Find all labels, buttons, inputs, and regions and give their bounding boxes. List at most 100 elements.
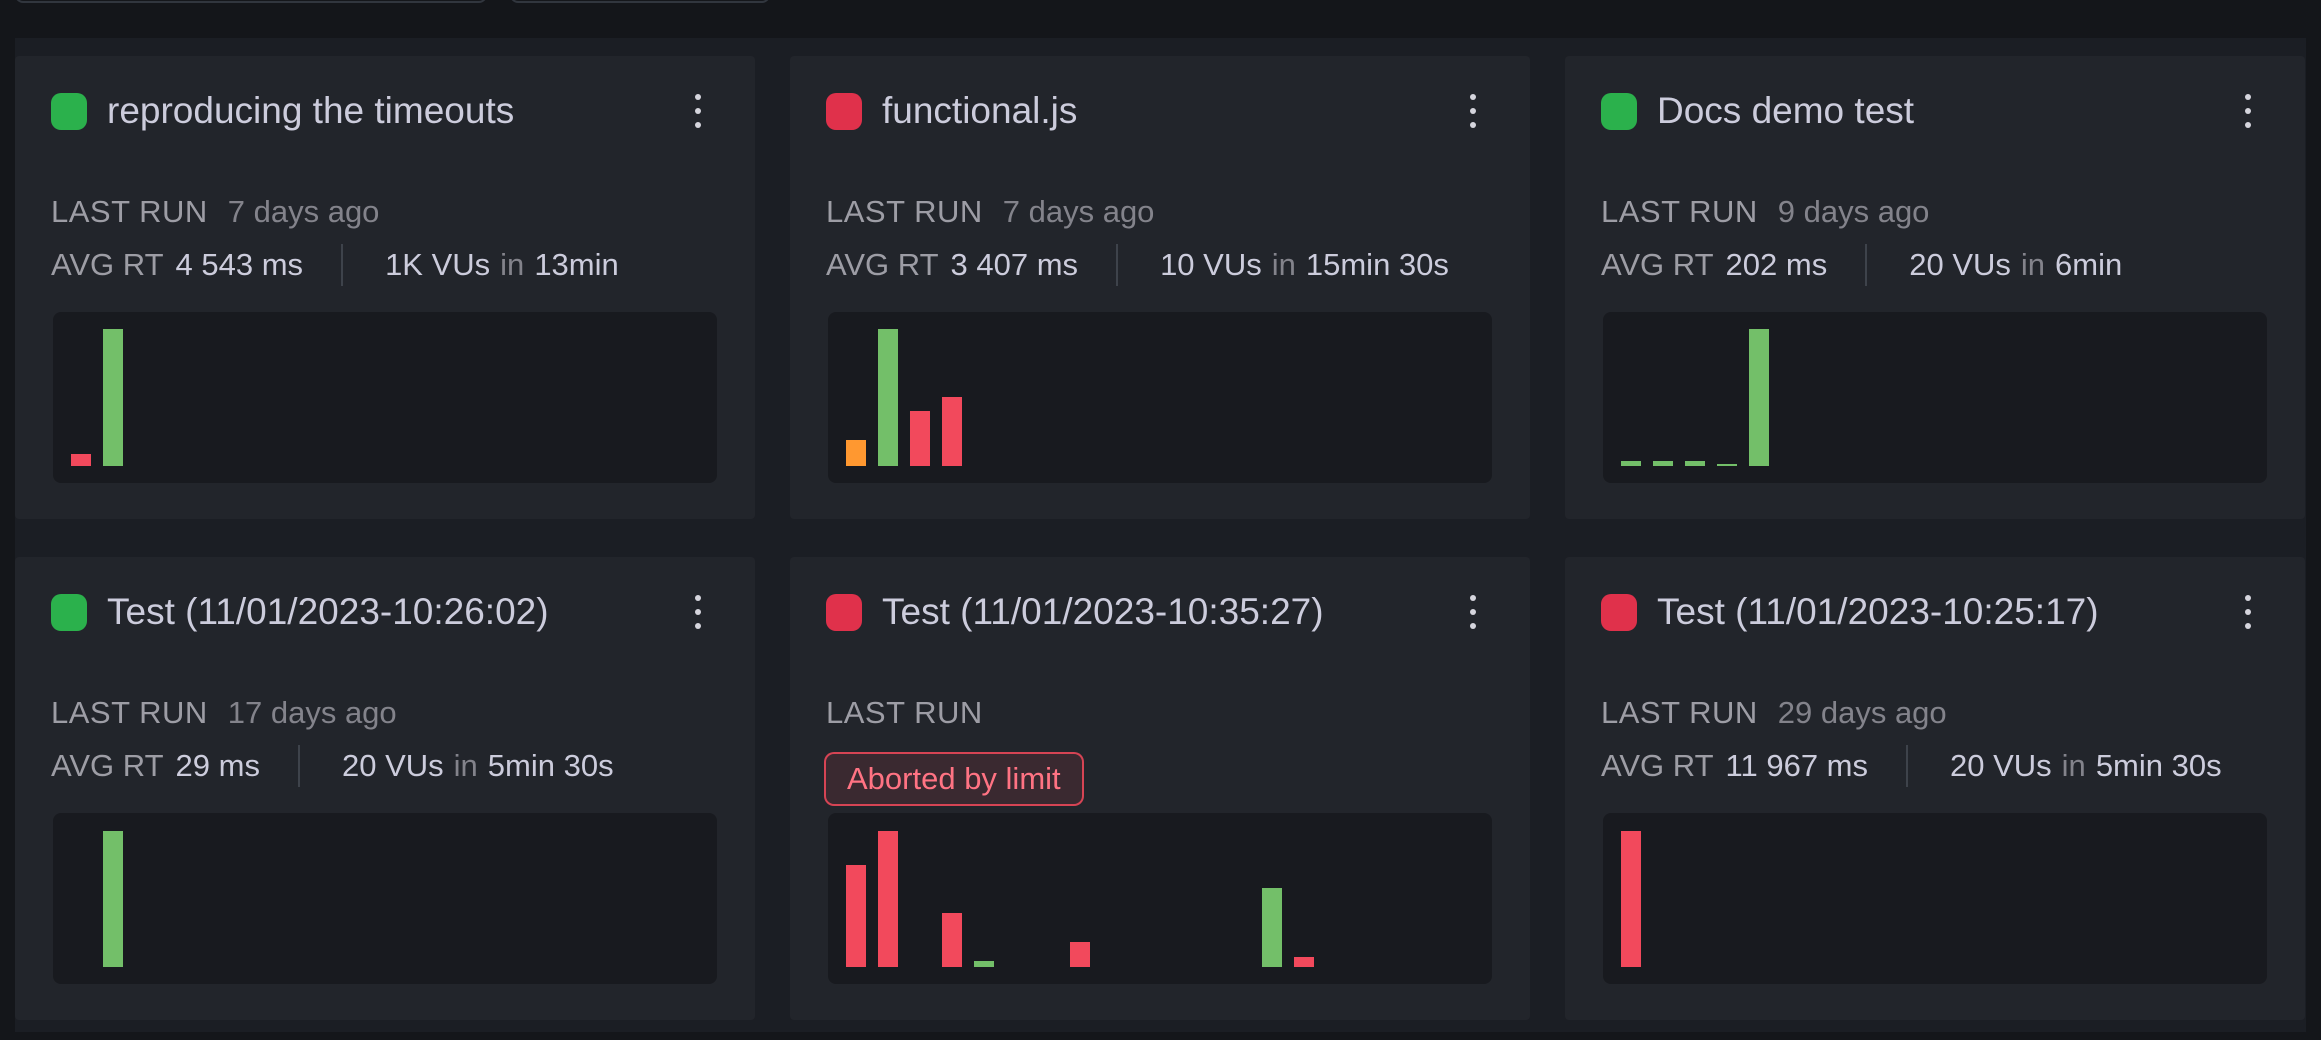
in-label: in — [2061, 748, 2086, 783]
chart-bar — [878, 329, 898, 466]
kebab-menu-icon[interactable] — [2235, 591, 2261, 633]
in-label: in — [2020, 247, 2046, 282]
vus-value: 1K VUs — [385, 247, 491, 282]
test-card[interactable]: functional.js LAST RUN 7 days ago AVG RT… — [790, 56, 1530, 519]
duration-value: 6min — [2055, 247, 2123, 282]
test-title: functional.js — [882, 90, 1078, 131]
kebab-menu-icon[interactable] — [1460, 90, 1486, 132]
test-card[interactable]: reproducing the timeouts LAST RUN 7 days… — [15, 56, 755, 519]
aborted-by-limit-badge: Aborted by limit — [824, 752, 1084, 806]
avg-rt-label: AVG RT — [1601, 247, 1714, 282]
chart-bar — [910, 411, 930, 466]
avg-rt-label: AVG RT — [826, 247, 939, 282]
in-label: in — [500, 247, 525, 282]
test-title: Docs demo test — [1657, 90, 1915, 131]
last-run-value: 7 days ago — [227, 194, 380, 229]
avg-rt-value: 4 543 ms — [175, 247, 304, 282]
last-run-row: LAST RUN 7 days ago — [826, 194, 1154, 230]
avg-rt-label: AVG RT — [51, 748, 164, 783]
sparkline-bar-chart — [53, 312, 717, 483]
last-run-value: 9 days ago — [1777, 194, 1930, 229]
chart-bar — [846, 865, 866, 967]
chart-bar — [942, 397, 962, 466]
chart-bar — [1262, 888, 1282, 967]
avg-rt-label: AVG RT — [51, 247, 164, 282]
avg-rt-value: 29 ms — [175, 748, 260, 783]
status-indicator — [51, 593, 87, 631]
test-card-grid: reproducing the timeouts LAST RUN 7 days… — [15, 38, 2306, 1020]
chart-bar — [942, 913, 962, 967]
last-run-label: LAST RUN — [1601, 695, 1758, 730]
test-card[interactable]: Test (11/01/2023-10:25:17) LAST RUN 29 d… — [1565, 557, 2305, 1020]
sparkline-bar-chart — [828, 312, 1492, 483]
test-card[interactable]: Test (11/01/2023-10:35:27) LAST RUN Abor… — [790, 557, 1530, 1020]
stats-divider — [1865, 244, 1868, 286]
avg-rt-value: 3 407 ms — [950, 247, 1079, 282]
chart-bar — [1621, 831, 1641, 967]
stats-divider — [297, 745, 300, 787]
status-indicator — [51, 92, 87, 130]
chart-bar — [974, 961, 994, 967]
test-card[interactable]: Docs demo test LAST RUN 9 days ago AVG R… — [1565, 56, 2305, 519]
status-indicator — [826, 593, 862, 631]
last-run-row: LAST RUN 29 days ago — [1601, 695, 1947, 731]
chart-bar — [1621, 461, 1641, 466]
duration-value: 13min — [534, 247, 619, 282]
chart-bar — [1070, 942, 1090, 967]
chart-bar — [1653, 461, 1673, 466]
last-run-row: LAST RUN 17 days ago — [51, 695, 397, 731]
chart-bar — [878, 831, 898, 967]
kebab-menu-icon[interactable] — [685, 591, 711, 633]
stats-row: AVG RT 202 ms 20 VUs in 6min — [1601, 244, 2122, 286]
sparkline-bar-chart — [53, 813, 717, 984]
stats-divider — [1906, 745, 1908, 787]
test-title: Test (11/01/2023-10:35:27) — [882, 591, 1324, 632]
chart-bar — [103, 329, 123, 466]
last-run-value: 29 days ago — [1777, 695, 1947, 730]
card-header: functional.js — [826, 90, 1494, 132]
kebab-menu-icon[interactable] — [685, 90, 711, 132]
chart-bar — [103, 831, 123, 967]
status-indicator — [1601, 92, 1637, 130]
sparkline-bar-chart — [828, 813, 1492, 984]
sparkline-bar-chart — [1603, 312, 2267, 483]
chart-bar — [1717, 464, 1737, 466]
filter-control-clipped-right[interactable] — [510, 0, 770, 3]
test-title: Test (11/01/2023-10:25:17) — [1657, 591, 2099, 632]
stats-row: AVG RT 4 543 ms 1K VUs in 13min — [51, 244, 619, 286]
last-run-label: LAST RUN — [1601, 194, 1758, 229]
test-card[interactable]: Test (11/01/2023-10:26:02) LAST RUN 17 d… — [15, 557, 755, 1020]
test-title: reproducing the timeouts — [107, 90, 515, 131]
kebab-menu-icon[interactable] — [1460, 591, 1486, 633]
last-run-row: LAST RUN — [826, 695, 1003, 731]
chart-bar — [71, 454, 91, 466]
card-header: reproducing the timeouts — [51, 90, 719, 132]
last-run-label: LAST RUN — [51, 695, 208, 730]
filter-control-clipped-left[interactable] — [15, 0, 487, 3]
chart-bar — [846, 440, 866, 466]
stats-row: AVG RT 29 ms 20 VUs in 5min 30s — [51, 745, 614, 787]
stats-row: AVG RT 3 407 ms 10 VUs in 15min 30s — [826, 244, 1449, 286]
test-title: Test (11/01/2023-10:26:02) — [107, 591, 549, 632]
last-run-row: LAST RUN 7 days ago — [51, 194, 379, 230]
in-label: in — [453, 748, 478, 783]
vus-value: 10 VUs — [1160, 247, 1262, 282]
card-header: Docs demo test — [1601, 90, 2269, 132]
kebab-menu-icon[interactable] — [2235, 90, 2261, 132]
card-header: Test (11/01/2023-10:26:02) — [51, 591, 719, 633]
card-header: Test (11/01/2023-10:25:17) — [1601, 591, 2269, 633]
in-label: in — [1271, 247, 1296, 282]
vus-value: 20 VUs — [341, 748, 444, 783]
last-run-label: LAST RUN — [826, 695, 983, 730]
stats-row: AVG RT 11 967 ms 20 VUs in 5min 30s — [1601, 745, 2222, 787]
card-header: Test (11/01/2023-10:35:27) — [826, 591, 1494, 633]
last-run-label: LAST RUN — [826, 194, 983, 229]
duration-value: 15min 30s — [1305, 247, 1449, 282]
vus-value: 20 VUs — [1950, 748, 2052, 783]
avg-rt-label: AVG RT — [1601, 748, 1714, 783]
last-run-row: LAST RUN 9 days ago — [1601, 194, 1929, 230]
status-indicator — [1601, 593, 1637, 631]
last-run-value: 7 days ago — [1002, 194, 1155, 229]
avg-rt-value: 11 967 ms — [1725, 748, 1868, 783]
chart-bar — [1749, 329, 1769, 466]
